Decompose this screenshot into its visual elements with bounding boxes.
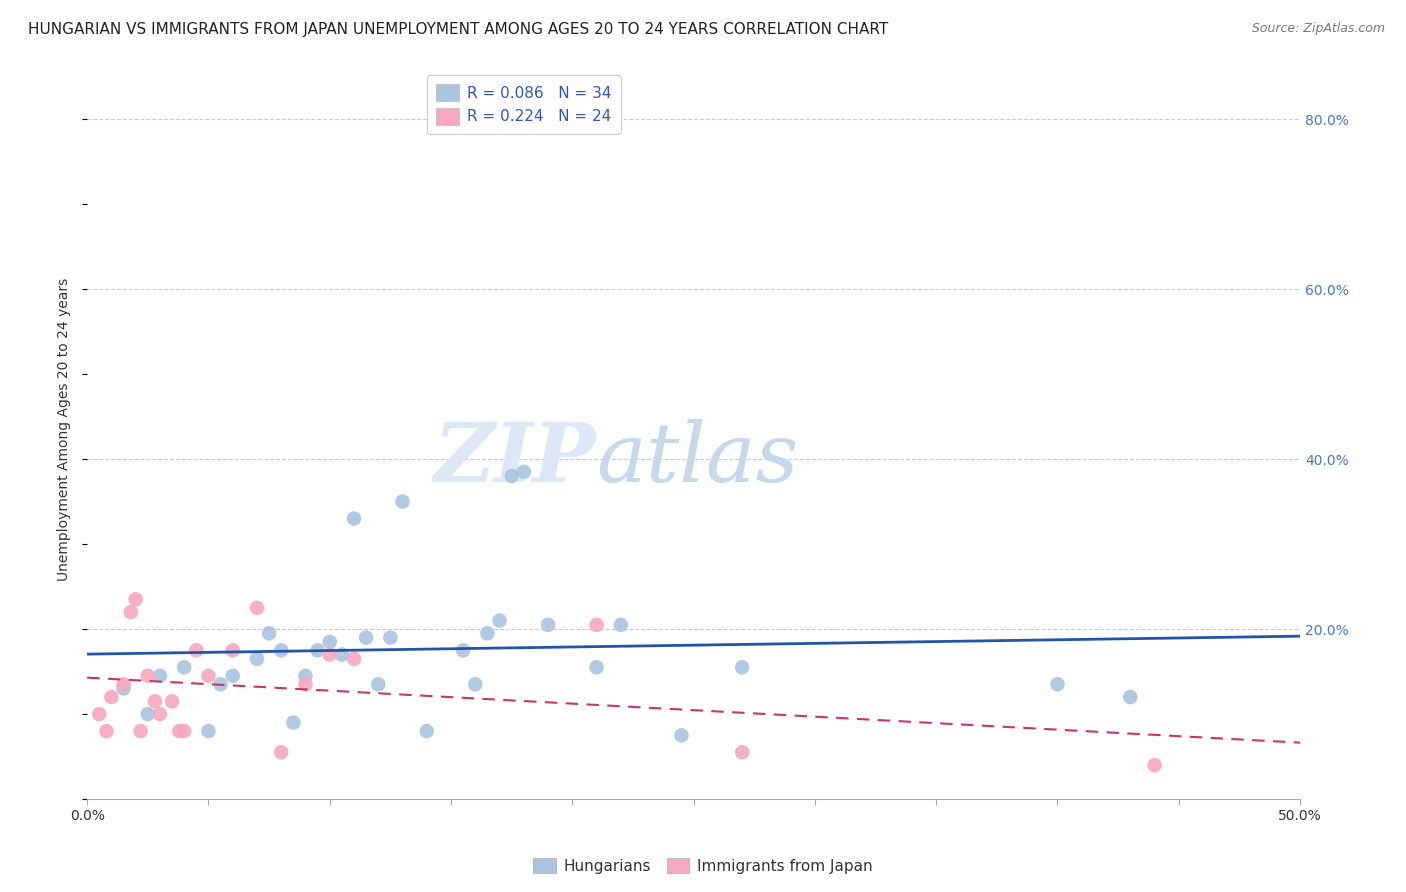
Point bbox=[222, 643, 245, 657]
Legend: R = 0.086   N = 34, R = 0.224   N = 24: R = 0.086 N = 34, R = 0.224 N = 24 bbox=[427, 75, 620, 135]
Point bbox=[1119, 690, 1142, 704]
Point bbox=[124, 592, 146, 607]
Point bbox=[513, 465, 536, 479]
Point bbox=[270, 643, 292, 657]
Point bbox=[294, 677, 316, 691]
Point bbox=[671, 728, 693, 742]
Text: atlas: atlas bbox=[596, 419, 799, 499]
Point bbox=[209, 677, 232, 691]
Point bbox=[173, 724, 195, 739]
Text: ZIP: ZIP bbox=[434, 419, 596, 499]
Point bbox=[246, 600, 269, 615]
Point bbox=[257, 626, 280, 640]
Point bbox=[319, 635, 342, 649]
Point bbox=[246, 652, 269, 666]
Point bbox=[112, 677, 135, 691]
Point bbox=[160, 694, 183, 708]
Point bbox=[416, 724, 439, 739]
Point bbox=[354, 631, 377, 645]
Point bbox=[96, 724, 118, 739]
Point bbox=[222, 669, 245, 683]
Point bbox=[89, 707, 111, 722]
Point bbox=[585, 617, 607, 632]
Point bbox=[731, 745, 754, 759]
Text: HUNGARIAN VS IMMIGRANTS FROM JAPAN UNEMPLOYMENT AMONG AGES 20 TO 24 YEARS CORREL: HUNGARIAN VS IMMIGRANTS FROM JAPAN UNEMP… bbox=[28, 22, 889, 37]
Point bbox=[143, 694, 166, 708]
Point bbox=[319, 648, 342, 662]
Point bbox=[731, 660, 754, 674]
Point bbox=[464, 677, 486, 691]
Point bbox=[112, 681, 135, 696]
Point bbox=[343, 652, 366, 666]
Point bbox=[197, 669, 219, 683]
Y-axis label: Unemployment Among Ages 20 to 24 years: Unemployment Among Ages 20 to 24 years bbox=[58, 277, 72, 581]
Point bbox=[197, 724, 219, 739]
Point bbox=[367, 677, 389, 691]
Point bbox=[100, 690, 122, 704]
Point bbox=[136, 707, 159, 722]
Point bbox=[537, 617, 560, 632]
Point bbox=[270, 745, 292, 759]
Point bbox=[120, 605, 142, 619]
Legend: Hungarians, Immigrants from Japan: Hungarians, Immigrants from Japan bbox=[527, 852, 879, 880]
Point bbox=[283, 715, 305, 730]
Point bbox=[451, 643, 474, 657]
Point bbox=[173, 660, 195, 674]
Point bbox=[149, 669, 172, 683]
Point bbox=[136, 669, 159, 683]
Point bbox=[380, 631, 402, 645]
Point bbox=[1046, 677, 1069, 691]
Point bbox=[1143, 758, 1166, 772]
Point bbox=[610, 617, 633, 632]
Point bbox=[330, 648, 353, 662]
Point bbox=[477, 626, 499, 640]
Point bbox=[186, 643, 208, 657]
Point bbox=[343, 511, 366, 525]
Point bbox=[391, 494, 413, 508]
Point bbox=[488, 614, 510, 628]
Point bbox=[169, 724, 191, 739]
Point bbox=[501, 469, 523, 483]
Point bbox=[294, 669, 316, 683]
Text: Source: ZipAtlas.com: Source: ZipAtlas.com bbox=[1251, 22, 1385, 36]
Point bbox=[149, 707, 172, 722]
Point bbox=[307, 643, 329, 657]
Point bbox=[129, 724, 152, 739]
Point bbox=[585, 660, 607, 674]
